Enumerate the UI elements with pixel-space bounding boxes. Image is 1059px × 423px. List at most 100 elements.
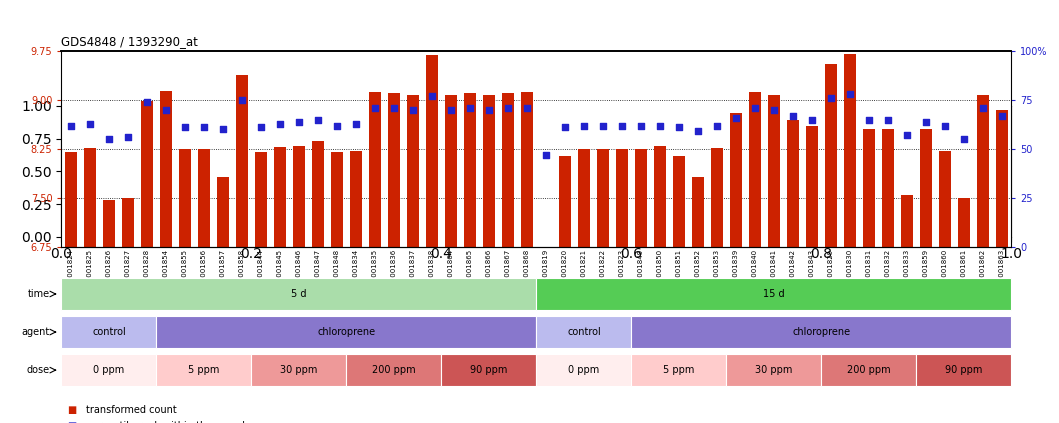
- Point: [82, 120, 98, 127]
- Bar: [61, 316, 157, 348]
- Text: 0 ppm: 0 ppm: [93, 365, 125, 375]
- Bar: [957, 198, 970, 247]
- Point: [689, 128, 706, 135]
- Bar: [578, 149, 590, 247]
- Text: GDS4848 / 1393290_at: GDS4848 / 1393290_at: [61, 35, 198, 48]
- Point: [917, 118, 934, 125]
- Point: [443, 107, 460, 113]
- Text: 200 ppm: 200 ppm: [847, 365, 891, 375]
- Point: [670, 124, 687, 131]
- Bar: [273, 147, 286, 247]
- Bar: [407, 95, 419, 247]
- Bar: [349, 151, 362, 247]
- Bar: [157, 354, 251, 386]
- Point: [328, 122, 345, 129]
- Bar: [863, 129, 875, 247]
- Point: [405, 107, 421, 113]
- Bar: [536, 354, 631, 386]
- Text: 5 ppm: 5 ppm: [189, 365, 219, 375]
- Text: dose: dose: [26, 365, 50, 375]
- Bar: [631, 354, 726, 386]
- Bar: [521, 92, 533, 247]
- Bar: [882, 129, 894, 247]
- Bar: [730, 113, 742, 247]
- Bar: [122, 198, 134, 247]
- Text: 30 ppm: 30 ppm: [281, 365, 318, 375]
- Bar: [84, 148, 96, 247]
- Bar: [631, 316, 1011, 348]
- Bar: [692, 177, 704, 247]
- Bar: [330, 152, 343, 247]
- Bar: [483, 95, 495, 247]
- Text: 5 d: 5 d: [291, 289, 307, 299]
- Text: 30 ppm: 30 ppm: [755, 365, 792, 375]
- Point: [158, 107, 175, 113]
- Point: [823, 95, 840, 102]
- Text: 90 ppm: 90 ppm: [470, 365, 507, 375]
- Bar: [445, 95, 457, 247]
- Bar: [157, 316, 536, 348]
- Point: [632, 122, 649, 129]
- Bar: [217, 177, 229, 247]
- Text: chloroprene: chloroprene: [792, 327, 850, 337]
- Text: 200 ppm: 200 ppm: [372, 365, 416, 375]
- Bar: [442, 354, 536, 386]
- Point: [728, 114, 744, 121]
- Point: [955, 136, 972, 143]
- Text: time: time: [28, 289, 50, 299]
- Text: control: control: [92, 327, 126, 337]
- Point: [785, 112, 802, 119]
- Point: [481, 107, 498, 113]
- Point: [993, 112, 1010, 119]
- Bar: [65, 152, 77, 247]
- Bar: [346, 354, 442, 386]
- Point: [747, 104, 764, 111]
- Bar: [236, 75, 248, 247]
- Point: [196, 124, 213, 131]
- Bar: [502, 93, 514, 247]
- Point: [366, 104, 383, 111]
- Point: [252, 124, 269, 131]
- Text: ■: ■: [67, 421, 76, 423]
- Bar: [464, 93, 477, 247]
- Point: [347, 120, 364, 127]
- Bar: [369, 92, 381, 247]
- Bar: [559, 156, 571, 247]
- Bar: [653, 146, 666, 247]
- Bar: [919, 129, 932, 247]
- Bar: [61, 278, 536, 310]
- Point: [233, 96, 250, 103]
- Bar: [711, 148, 723, 247]
- Bar: [749, 92, 761, 247]
- Bar: [938, 151, 951, 247]
- Bar: [768, 95, 780, 247]
- Bar: [536, 278, 1011, 310]
- Bar: [426, 55, 438, 247]
- Point: [271, 120, 288, 127]
- Text: percentile rank within the sample: percentile rank within the sample: [86, 421, 251, 423]
- Point: [309, 116, 326, 123]
- Text: 90 ppm: 90 ppm: [946, 365, 983, 375]
- Point: [842, 91, 859, 97]
- Point: [385, 104, 402, 111]
- Point: [651, 122, 668, 129]
- Bar: [141, 101, 154, 247]
- Bar: [255, 152, 267, 247]
- Point: [708, 122, 725, 129]
- Point: [120, 134, 137, 141]
- Text: 15 d: 15 d: [764, 289, 785, 299]
- Bar: [292, 146, 305, 247]
- Point: [214, 126, 231, 133]
- Bar: [726, 354, 822, 386]
- Bar: [251, 354, 346, 386]
- Point: [804, 116, 821, 123]
- Point: [101, 136, 118, 143]
- Bar: [596, 149, 609, 247]
- Point: [62, 122, 79, 129]
- Point: [575, 122, 592, 129]
- Point: [879, 116, 896, 123]
- Bar: [311, 140, 324, 247]
- Point: [936, 122, 953, 129]
- Bar: [825, 64, 837, 247]
- Bar: [103, 200, 115, 247]
